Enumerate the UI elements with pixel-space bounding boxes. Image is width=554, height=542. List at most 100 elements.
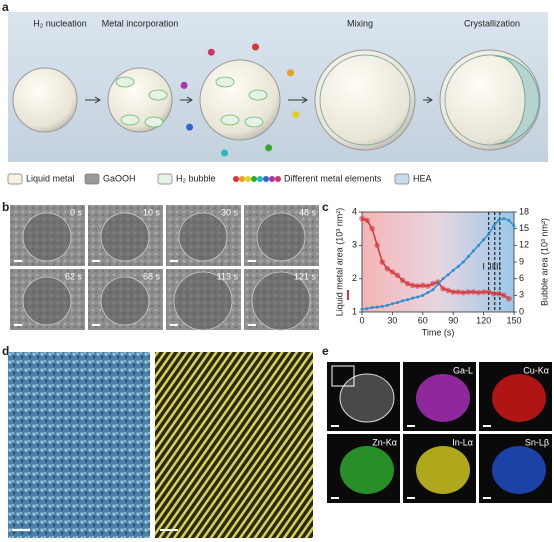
y-tick-label: 3 [352, 240, 357, 250]
data-point [501, 292, 507, 299]
legend-label: Different metal elements [284, 173, 382, 183]
data-point [370, 306, 374, 310]
y2-tick-label: 18 [519, 206, 529, 216]
tem-particle [100, 276, 150, 326]
tem-particle [251, 271, 311, 331]
data-point [406, 298, 410, 302]
legend-label: GaOOH [103, 173, 136, 183]
y2-tick-label: 9 [519, 256, 524, 266]
legend-dot [233, 176, 239, 182]
particle [199, 59, 281, 141]
panel-label: c [322, 200, 329, 214]
time-label: 48 s [299, 207, 317, 217]
legend-dot [251, 176, 257, 182]
x-tick-label: 90 [448, 315, 458, 325]
legend-dot [269, 176, 275, 182]
time-label: 68 s [143, 271, 161, 281]
data-point [411, 296, 415, 300]
data-point [496, 290, 502, 297]
x-tick-label: 0 [359, 315, 364, 325]
data-point [414, 283, 421, 289]
region-label: I [482, 261, 485, 271]
data-point [450, 289, 457, 295]
region-label: II [489, 261, 494, 271]
bubble [115, 76, 135, 88]
y2-tick-label: 0 [519, 306, 524, 316]
data-point [455, 289, 462, 295]
data-point [426, 291, 430, 295]
metal-atom [180, 81, 188, 89]
panel-label: a [2, 0, 9, 14]
time-label: 121 s [294, 271, 317, 281]
data-point [430, 280, 436, 287]
x-tick-label: 60 [418, 315, 428, 325]
metal-atom [286, 69, 294, 77]
metal-atom [252, 43, 260, 51]
data-point [390, 302, 394, 306]
data-point [379, 259, 386, 265]
eds-signal [492, 374, 546, 422]
bubble [248, 89, 268, 101]
bubble [144, 116, 164, 128]
data-point [384, 265, 391, 272]
data-point [471, 249, 475, 253]
tem-particle [173, 271, 233, 331]
data-point [359, 215, 365, 222]
region-label: III [494, 261, 502, 271]
stage-label: Metal incorporation [102, 18, 179, 28]
particle [314, 49, 416, 151]
data-point [507, 218, 511, 222]
stage-label: Mixing [347, 18, 373, 28]
legend-swatch [84, 173, 100, 185]
arrow [85, 96, 101, 104]
data-point [394, 272, 401, 279]
data-point [502, 217, 506, 221]
tem-particle [178, 212, 228, 262]
data-point [420, 282, 426, 289]
legend-label: H₂ bubble [176, 173, 216, 183]
legend-swatch [394, 173, 410, 185]
metal-atom [292, 111, 300, 119]
data-point [475, 289, 482, 296]
legend-swatch [7, 173, 23, 185]
particle [12, 67, 78, 133]
fft-lattice-image [155, 352, 313, 538]
data-point [425, 283, 431, 289]
metal-atom [207, 48, 215, 56]
y2-tick-label: 12 [519, 240, 529, 250]
data-point [466, 254, 470, 258]
data-point [461, 260, 465, 264]
legend-dot [275, 176, 281, 182]
y2-tick-label: 15 [519, 223, 529, 233]
y-tick-label: 4 [352, 206, 357, 216]
data-point [380, 304, 384, 308]
data-point [465, 289, 472, 295]
bubble [120, 114, 140, 126]
data-point [431, 288, 435, 292]
legend-dot [245, 176, 251, 182]
arrow [288, 96, 308, 104]
element-label: In-Lα [452, 437, 473, 447]
y-tick-label: 2 [352, 273, 357, 283]
time-label: 30 s [221, 207, 239, 217]
data-point [436, 282, 440, 286]
legend-label: Liquid metal [26, 173, 75, 183]
data-point [490, 290, 497, 297]
element-label: Sn-Lβ [525, 437, 549, 447]
data-point [364, 217, 370, 224]
legend-dot [257, 176, 263, 182]
legend-swatch [157, 173, 173, 185]
stage-label: Crystallization [464, 18, 520, 28]
element-label: Ga-L [453, 365, 473, 375]
time-label: 10 s [143, 207, 161, 217]
time-label: 113 s [217, 271, 239, 281]
data-point [506, 295, 512, 302]
particle [439, 49, 541, 151]
data-point [401, 299, 405, 303]
data-point [409, 282, 416, 289]
data-point [404, 280, 411, 287]
y2-tick-label: 3 [519, 290, 524, 300]
legend-dot [263, 176, 269, 182]
